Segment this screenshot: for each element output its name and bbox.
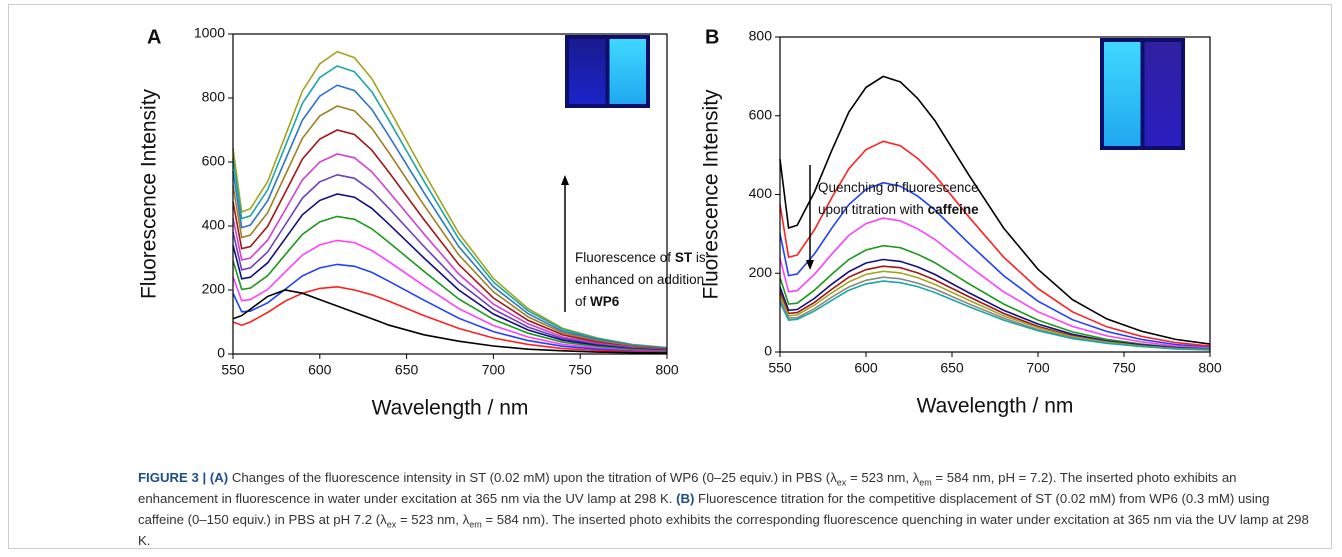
cuvette <box>569 39 606 104</box>
y-axis-label: Fluorescence Intensity <box>700 89 723 300</box>
x-tick-label: 700 <box>482 362 506 378</box>
annotation-run: caffeine <box>928 202 980 217</box>
figure-caption: FIGURE 3 | (A) Changes of the fluorescen… <box>138 467 1318 551</box>
y-tick-label: 600 <box>749 106 773 122</box>
caption-subscript: em <box>469 519 482 530</box>
annotation: upon titration with caffeine <box>818 202 979 217</box>
y-tick-label: 400 <box>749 185 773 201</box>
annotation-run: ST <box>675 250 693 265</box>
spectrum-line <box>232 263 668 353</box>
x-tick-label: 750 <box>1112 360 1136 376</box>
figure: 550 600 650 700 750 800 0 200 400 600 800 1000 Wavel… <box>138 25 1222 420</box>
spectrum-line <box>232 173 668 351</box>
caption-bold: (B) <box>676 491 695 506</box>
x-axis-label: Wavelength / nm <box>917 395 1074 418</box>
annotation-run: is <box>692 250 706 265</box>
spectrum-line <box>779 280 1211 351</box>
arrow-head <box>561 175 569 185</box>
spectrum-line <box>232 239 668 353</box>
x-tick-label: 800 <box>1198 360 1222 376</box>
spectrum-line <box>779 217 1211 349</box>
x-tick-label: 800 <box>655 362 679 378</box>
x-tick-label: 650 <box>395 362 419 378</box>
y-tick-label: 1000 <box>194 25 225 41</box>
annotation-run: WP6 <box>590 294 620 309</box>
x-tick-label: 700 <box>1026 360 1050 376</box>
spectrum-line <box>232 50 668 349</box>
caption-subscript: em <box>919 477 932 488</box>
annotation-run: Quenching of fluorescence <box>818 180 979 195</box>
annotation-run: of <box>575 294 590 309</box>
spectrum-line <box>232 105 668 350</box>
y-axis-label: Fluorescence Intensity <box>138 88 161 299</box>
spectrum-line <box>232 215 668 352</box>
y-tick-label: 200 <box>749 264 773 280</box>
figure-frame <box>8 4 1332 549</box>
cuvette <box>1104 42 1141 146</box>
caption-text: = 523 nm, λ <box>396 512 470 527</box>
annotation: enhanced on addition <box>575 272 704 287</box>
x-tick-label: 550 <box>221 362 245 378</box>
annotation: Quenching of fluorescence <box>818 180 979 195</box>
spectrum-line <box>232 289 668 354</box>
y-tick-label: 800 <box>749 28 773 44</box>
annotation-run: Fluorescence of <box>575 250 675 265</box>
caption-bold: FIGURE 3 | (A) <box>138 470 229 485</box>
caption-text: Changes of the fluorescence intensity in… <box>228 470 837 485</box>
spectrum-line <box>779 140 1211 347</box>
spectrum-line <box>232 193 668 352</box>
annotation-run: upon titration with <box>818 202 928 217</box>
cuvette <box>1144 42 1181 146</box>
spectrum-line <box>779 75 1211 345</box>
arrow-head <box>806 260 814 270</box>
y-tick-label: 200 <box>202 281 226 297</box>
y-tick-label: 600 <box>202 153 226 169</box>
chart: 550 600 650 700 750 800 0 200 400 600 800 Wavelengt… <box>700 26 1222 417</box>
spectrum-line <box>232 129 668 350</box>
spectrum-line <box>232 65 668 349</box>
chart: 550 600 650 700 750 800 0 200 400 600 800 1000 Wavel… <box>138 25 706 420</box>
spectrum-line <box>232 84 668 349</box>
plot-frame <box>232 33 668 355</box>
spectrum-line <box>779 244 1211 350</box>
panel-label: A <box>147 26 161 48</box>
caption-text: = 523 nm, λ <box>846 470 920 485</box>
caption-subscript: ex <box>386 519 397 530</box>
annotation: of WP6 <box>575 294 620 309</box>
spectrum-line <box>779 276 1211 351</box>
y-tick-label: 0 <box>217 345 225 361</box>
x-axis-label: Wavelength / nm <box>372 397 529 420</box>
x-tick-label: 750 <box>569 362 593 378</box>
y-tick-label: 400 <box>202 217 226 233</box>
annotation: Fluorescence of ST is <box>575 250 706 265</box>
cuvette <box>609 39 646 104</box>
y-tick-label: 0 <box>764 343 772 359</box>
caption-text: Fluorescence titration for the competiti… <box>138 491 1270 527</box>
spectrum-line <box>779 181 1211 349</box>
spectrum-line <box>232 285 668 354</box>
annotation-run: enhanced on addition <box>575 272 704 287</box>
caption-subscript: ex <box>836 477 847 488</box>
x-tick-label: 650 <box>940 360 964 376</box>
spectrum-line <box>779 258 1211 350</box>
x-tick-label: 600 <box>854 360 878 376</box>
caption-text: = 584 nm, pH = 7.2). The inserted photo … <box>138 470 1237 506</box>
x-tick-label: 550 <box>768 360 792 376</box>
caption-text: = 584 nm). The inserted photo exhibits t… <box>138 512 1309 548</box>
y-tick-label: 800 <box>202 89 226 105</box>
x-tick-label: 600 <box>308 362 332 378</box>
spectrum-line <box>232 153 668 351</box>
panel-label: B <box>705 26 719 48</box>
